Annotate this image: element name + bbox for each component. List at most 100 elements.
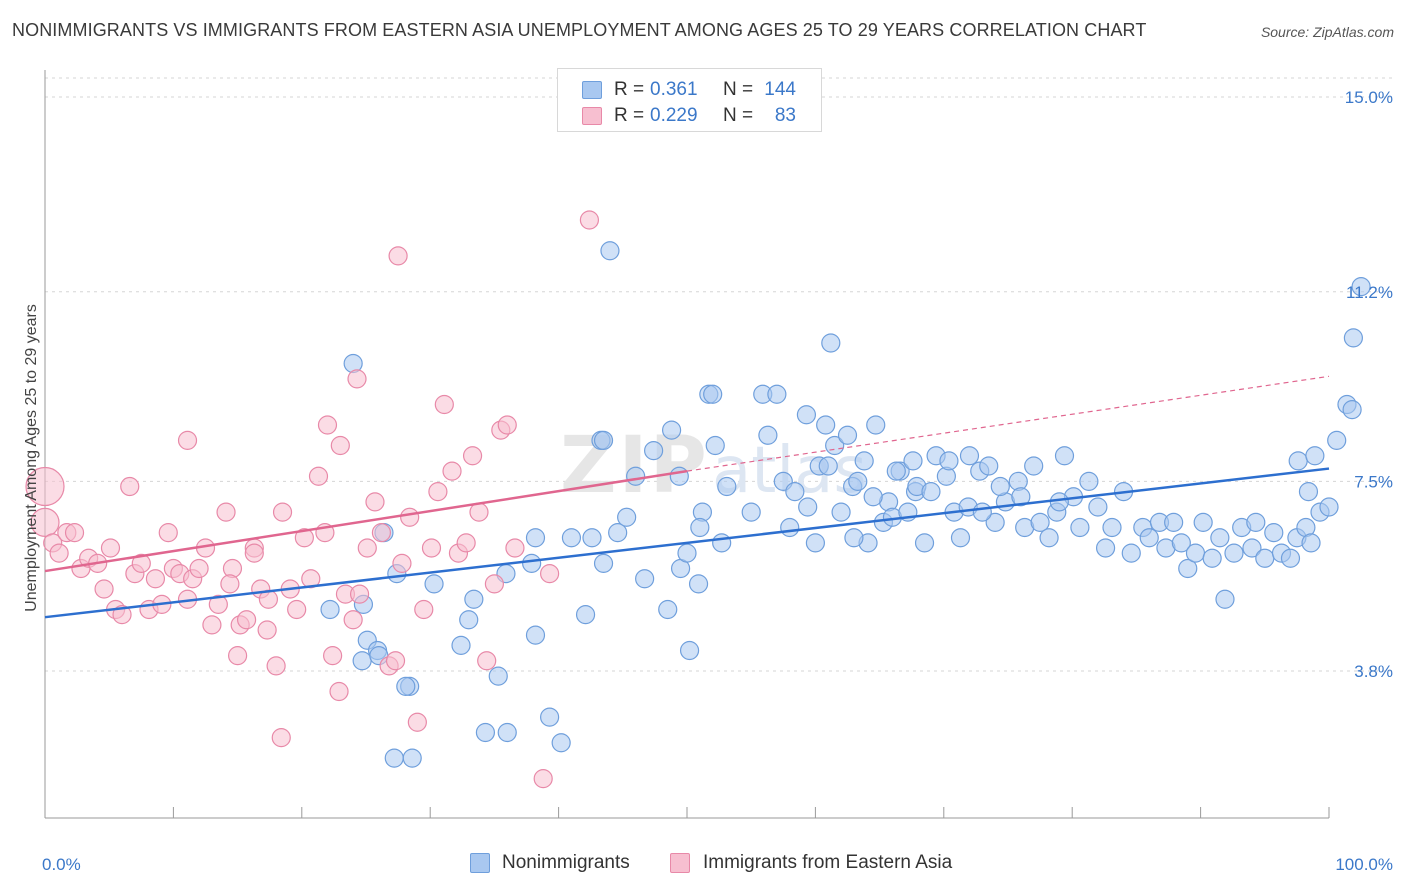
point-nonimmigrants xyxy=(837,425,858,445)
bottom-legend-label: Immigrants from Eastern Asia xyxy=(703,852,953,873)
point-immigrants xyxy=(308,466,329,486)
y-tick-label: 15.0% xyxy=(1345,88,1393,107)
point-nonimmigrants xyxy=(705,435,725,456)
legend-r-label: R = xyxy=(614,105,645,126)
point-nonimmigrants xyxy=(821,333,841,353)
point-nonimmigrants xyxy=(805,533,826,553)
point-nonimmigrants xyxy=(1024,456,1044,476)
point-nonimmigrants xyxy=(767,384,787,404)
point-nonimmigrants xyxy=(593,553,614,573)
point-nonimmigrants xyxy=(1298,482,1319,502)
point-nonimmigrants xyxy=(985,512,1005,532)
point-immigrants xyxy=(469,502,489,522)
point-nonimmigrants xyxy=(831,502,851,522)
legend-row-immigrants: R = 0.229 N = 83 xyxy=(558,103,821,129)
point-nonimmigrants xyxy=(1054,446,1075,466)
point-nonimmigrants xyxy=(551,733,571,753)
legend-r-value: 0.361 xyxy=(650,79,698,100)
point-nonimmigrants xyxy=(575,605,596,625)
point-nonimmigrants xyxy=(451,635,471,655)
point-nonimmigrants xyxy=(1079,471,1099,491)
y-tick-label: 3.8% xyxy=(1354,662,1393,681)
point-nonimmigrants xyxy=(1070,517,1090,538)
point-immigrants xyxy=(533,769,553,789)
point-immigrants xyxy=(323,646,343,666)
point-immigrants xyxy=(330,435,350,456)
point-immigrants xyxy=(365,492,385,512)
point-nonimmigrants xyxy=(600,241,620,261)
legend-swatch-pink xyxy=(582,107,602,125)
x-tick-label: 100.0% xyxy=(1335,855,1393,874)
point-immigrants xyxy=(343,610,363,630)
point-nonimmigrants xyxy=(854,451,874,471)
point-immigrants xyxy=(428,482,448,502)
point-immigrants xyxy=(294,528,314,548)
point-nonimmigrants xyxy=(703,384,723,404)
y-tick-label: 11.2% xyxy=(1346,283,1393,302)
point-nonimmigrants xyxy=(396,676,416,696)
point-nonimmigrants xyxy=(903,451,923,471)
point-nonimmigrants xyxy=(1039,528,1059,548)
bottom-legend-nonimmigrants: Nonimmigrants xyxy=(470,850,670,876)
point-nonimmigrants xyxy=(525,528,546,548)
point-immigrants xyxy=(177,430,198,450)
axes xyxy=(44,70,1330,819)
point-nonimmigrants xyxy=(669,466,689,486)
point-nonimmigrants xyxy=(688,574,709,594)
source-label: Source: ZipAtlas.com xyxy=(1260,24,1394,40)
point-nonimmigrants xyxy=(644,441,664,461)
point-immigrants xyxy=(145,569,166,589)
trend-line-immigrants xyxy=(44,469,688,573)
point-immigrants xyxy=(456,533,476,553)
point-immigrants xyxy=(484,574,504,594)
bottom-legend-immigrants: Immigrants from Eastern Asia xyxy=(670,850,1000,876)
legend-r-label: R = xyxy=(614,79,645,100)
point-nonimmigrants xyxy=(626,466,646,486)
point-nonimmigrants xyxy=(914,533,935,553)
point-nonimmigrants xyxy=(939,451,959,471)
point-nonimmigrants xyxy=(459,610,479,630)
correlation-legend: R = 0.361 N = 144 R = 0.229 N = 83 xyxy=(557,68,822,132)
bottom-legend-label: Nonimmigrants xyxy=(502,852,630,873)
point-immigrants xyxy=(228,646,248,666)
point-nonimmigrants xyxy=(1202,548,1222,568)
point-nonimmigrants xyxy=(677,543,697,563)
legend-swatch-blue xyxy=(582,81,602,99)
point-nonimmigrants xyxy=(488,666,508,686)
point-immigrants xyxy=(497,415,517,435)
point-immigrants xyxy=(216,502,236,522)
point-nonimmigrants xyxy=(525,625,546,645)
point-immigrants xyxy=(94,579,114,599)
point-nonimmigrants xyxy=(475,722,496,743)
point-nonimmigrants xyxy=(320,599,340,620)
point-immigrants xyxy=(407,712,427,732)
point-immigrants xyxy=(579,210,600,230)
point-immigrants xyxy=(349,584,370,604)
point-nonimmigrants xyxy=(798,497,818,517)
point-nonimmigrants xyxy=(1215,589,1235,609)
point-immigrants xyxy=(329,681,349,702)
point-immigrants xyxy=(371,523,392,543)
point-nonimmigrants xyxy=(1164,512,1184,532)
point-immigrants xyxy=(442,461,462,481)
point-nonimmigrants xyxy=(1288,451,1308,471)
point-nonimmigrants xyxy=(1121,543,1141,563)
point-immigrants xyxy=(414,599,434,620)
point-nonimmigrants xyxy=(1088,497,1108,517)
point-immigrants xyxy=(540,564,560,584)
point-nonimmigrants xyxy=(1327,430,1347,450)
point-immigrants xyxy=(434,394,454,415)
point-immigrants xyxy=(131,553,151,573)
point-nonimmigrants xyxy=(921,482,941,502)
watermark-text: ZIP xyxy=(560,421,709,511)
legend-r-value: 0.229 xyxy=(650,105,698,126)
point-nonimmigrants xyxy=(863,487,883,507)
point-nonimmigrants xyxy=(1011,487,1031,507)
point-nonimmigrants xyxy=(780,517,800,538)
point-nonimmigrants xyxy=(1342,400,1362,420)
point-immigrants xyxy=(236,610,257,630)
point-nonimmigrants xyxy=(796,405,817,425)
point-immigrants xyxy=(388,246,408,266)
point-nonimmigrants xyxy=(608,523,628,543)
